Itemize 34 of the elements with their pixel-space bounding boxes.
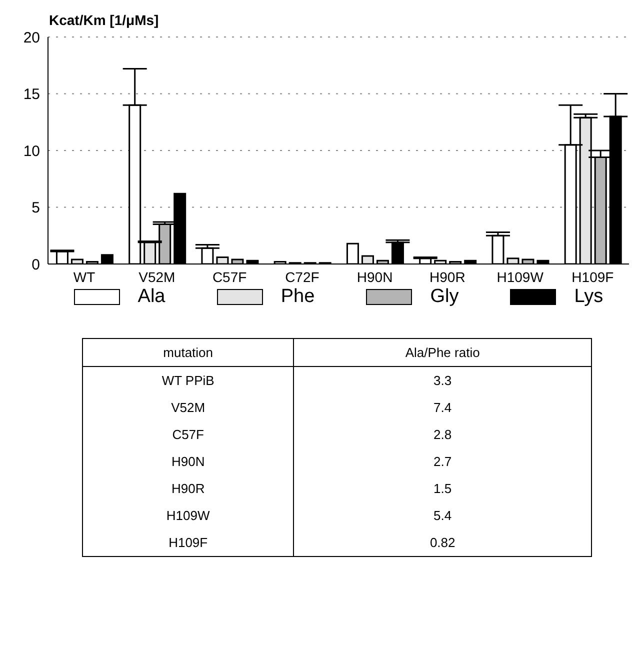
- category-label: V52M: [82, 394, 294, 421]
- legend-label: Ala: [136, 286, 166, 308]
- data-label: 1.5: [294, 475, 592, 502]
- x-tick-label: C57F: [212, 268, 247, 285]
- x-tick-label: H90N: [356, 268, 393, 285]
- x-tick-label: H109W: [496, 268, 544, 285]
- category-label: WT PPiB: [82, 366, 294, 394]
- category-label: H90N: [82, 448, 294, 475]
- x-tick-label: V52M: [138, 268, 176, 285]
- y-tick-label: 20: [23, 29, 40, 46]
- legend-label: Phe: [280, 286, 315, 308]
- data-label: 3.3: [294, 366, 592, 394]
- legend-label: Lys: [573, 286, 604, 308]
- y-tick-label: 0: [32, 256, 40, 274]
- text: Ala/Phe ratio: [294, 338, 592, 366]
- category-label: H109F: [82, 529, 294, 556]
- category-label: H109W: [82, 502, 294, 529]
- data-label: 0.82: [294, 529, 592, 556]
- x-tick-label: C72F: [285, 268, 320, 285]
- legend-label: Gly: [429, 286, 459, 308]
- data-label: 2.8: [294, 421, 592, 448]
- x-tick-label: H109F: [572, 268, 614, 285]
- text: mutation: [82, 338, 294, 366]
- x-tick-label: H90R: [430, 268, 466, 285]
- y-tick-label: 5: [32, 200, 40, 217]
- x-tick-label: WT: [73, 268, 96, 285]
- data-label: 7.4: [294, 394, 592, 421]
- y-axis-title: Kcat/Km [1/μMs]: [49, 12, 159, 28]
- category-label: C57F: [82, 421, 294, 448]
- data-label: 5.4: [294, 502, 592, 529]
- data-label: 2.7: [294, 448, 592, 475]
- category-label: H90R: [82, 475, 294, 502]
- y-tick-label: 15: [23, 86, 40, 104]
- y-tick-label: 10: [23, 142, 40, 160]
